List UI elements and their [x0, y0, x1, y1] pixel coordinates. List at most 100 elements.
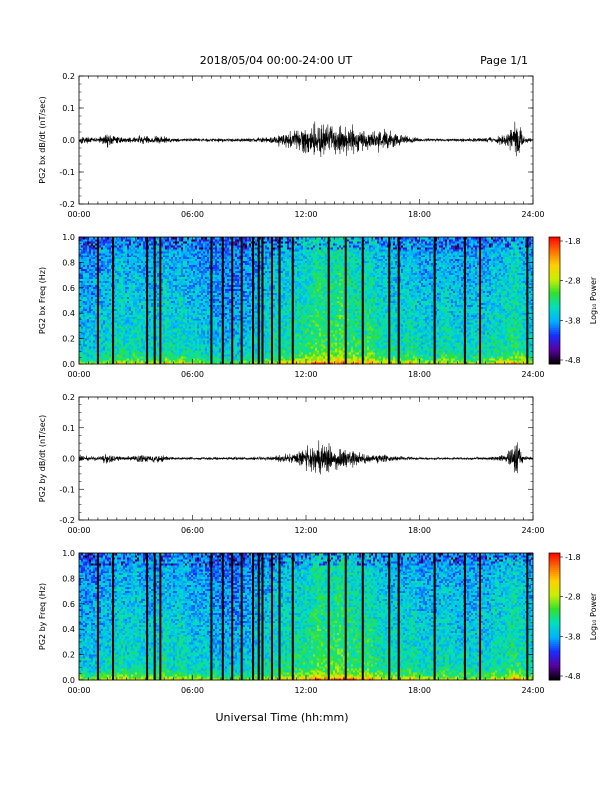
colorbar-title: Log₁₀ Power	[589, 592, 598, 640]
data-gap-line	[241, 553, 243, 680]
data-gap-line	[97, 553, 99, 680]
data-gap-line	[112, 237, 114, 364]
x-tick-label: 12:00	[294, 210, 317, 219]
data-gap-line	[258, 237, 260, 364]
x-tick-label: 18:00	[408, 686, 431, 695]
x-tick-label: 24:00	[521, 686, 544, 695]
y-tick-label: 0.2	[62, 72, 75, 81]
data-gap-line	[328, 237, 330, 364]
y-axis-title: PG2 by dB/dt (nT/sec)	[38, 415, 47, 502]
data-gap-line	[271, 237, 273, 364]
data-gap-line	[526, 553, 528, 680]
data-gap-line	[159, 553, 161, 680]
y-tick-label: -0.2	[59, 200, 75, 209]
data-gap-line	[464, 237, 466, 364]
data-gap-line	[261, 553, 263, 680]
data-gap-line	[146, 237, 148, 364]
colorbar-tick-label: -1.8	[565, 553, 581, 562]
data-gap-line	[231, 553, 233, 680]
colorbar-tick-label: -4.8	[565, 672, 581, 681]
data-gap-line	[292, 237, 294, 364]
x-tick-label: 18:00	[408, 210, 431, 219]
x-tick-label: 12:00	[294, 686, 317, 695]
x-tick-label: 06:00	[181, 526, 204, 535]
page-indicator: Page 1/1	[480, 54, 528, 67]
data-gap-line	[328, 553, 330, 680]
y-tick-label: -0.2	[59, 516, 75, 525]
x-tick-label: 00:00	[67, 686, 90, 695]
y-tick-label: 0.1	[62, 104, 75, 113]
x-tick-label: 00:00	[67, 370, 90, 379]
data-gap-line	[231, 237, 233, 364]
x-tick-label: 18:00	[408, 370, 431, 379]
data-gap-line	[241, 237, 243, 364]
x-tick-label: 06:00	[181, 686, 204, 695]
x-tick-label: 12:00	[294, 526, 317, 535]
x-tick-label: 12:00	[294, 370, 317, 379]
y-tick-label: 0.1	[62, 424, 75, 433]
y-tick-label: 0.2	[62, 651, 75, 660]
data-gap-line	[222, 553, 224, 680]
data-gap-line	[97, 237, 99, 364]
data-gap-line	[279, 237, 281, 364]
pulsation-summary-plot: 2018/05/04 00:00-24:00 UT Page 1/1 0.20.…	[0, 0, 612, 792]
data-gap-line	[479, 553, 481, 680]
signal-trace	[79, 121, 533, 157]
data-gap-line	[388, 553, 390, 680]
data-gap-line	[146, 553, 148, 680]
data-gap-line	[271, 553, 273, 680]
x-tick-label: 06:00	[181, 210, 204, 219]
data-gap-line	[154, 553, 156, 680]
data-gap-line	[362, 237, 364, 364]
y-tick-label: 0.4	[62, 625, 75, 634]
data-gap-line	[154, 237, 156, 364]
y-tick-label: 0.0	[62, 360, 75, 369]
y-tick-label: 0.0	[62, 455, 75, 464]
x-axis-title: Universal Time (hh:mm)	[216, 711, 349, 724]
plot-canvas: 2018/05/04 00:00-24:00 UT Page 1/1 0.20.…	[0, 0, 612, 792]
x-tick-label: 24:00	[521, 526, 544, 535]
y-axis-title: PG2 bx dB/dt (nT/sec)	[38, 96, 47, 183]
data-gap-line	[210, 237, 212, 364]
data-gap-line	[222, 237, 224, 364]
y-axis-title: PG2 by Freq (Hz)	[38, 583, 47, 650]
data-gap-line	[210, 553, 212, 680]
colorbar-tick-label: -2.8	[565, 277, 581, 286]
y-tick-label: -0.1	[59, 485, 75, 494]
y-tick-label: 0.8	[62, 574, 75, 583]
y-tick-label: 0.4	[62, 309, 75, 318]
x-tick-label: 06:00	[181, 370, 204, 379]
colorbar-tick-label: -3.8	[565, 632, 581, 641]
y-tick-label: 0.6	[62, 284, 75, 293]
data-gap-line	[252, 553, 254, 680]
x-tick-label: 00:00	[67, 210, 90, 219]
data-gap-line	[398, 553, 400, 680]
data-gap-line	[479, 237, 481, 364]
data-gap-line	[261, 237, 263, 364]
y-tick-label: 0.0	[62, 136, 75, 145]
data-gap-line	[252, 237, 254, 364]
data-gap-line	[258, 553, 260, 680]
signal-trace	[79, 440, 533, 474]
data-gap-line	[388, 237, 390, 364]
data-gap-line	[112, 553, 114, 680]
colorbar-tick-label: -4.8	[565, 356, 581, 365]
y-tick-label: 0.2	[62, 393, 75, 402]
y-tick-label: 0.0	[62, 676, 75, 685]
y-tick-label: 0.8	[62, 258, 75, 267]
colorbar-tick-label: -3.8	[565, 316, 581, 325]
y-tick-label: 0.6	[62, 600, 75, 609]
data-gap-line	[345, 553, 347, 680]
x-tick-label: 24:00	[521, 370, 544, 379]
data-gap-line	[464, 553, 466, 680]
x-tick-label: 24:00	[521, 210, 544, 219]
data-gap-line	[362, 553, 364, 680]
colorbar-tick-label: -2.8	[565, 593, 581, 602]
data-gap-line	[434, 237, 436, 364]
data-gap-line	[434, 553, 436, 680]
